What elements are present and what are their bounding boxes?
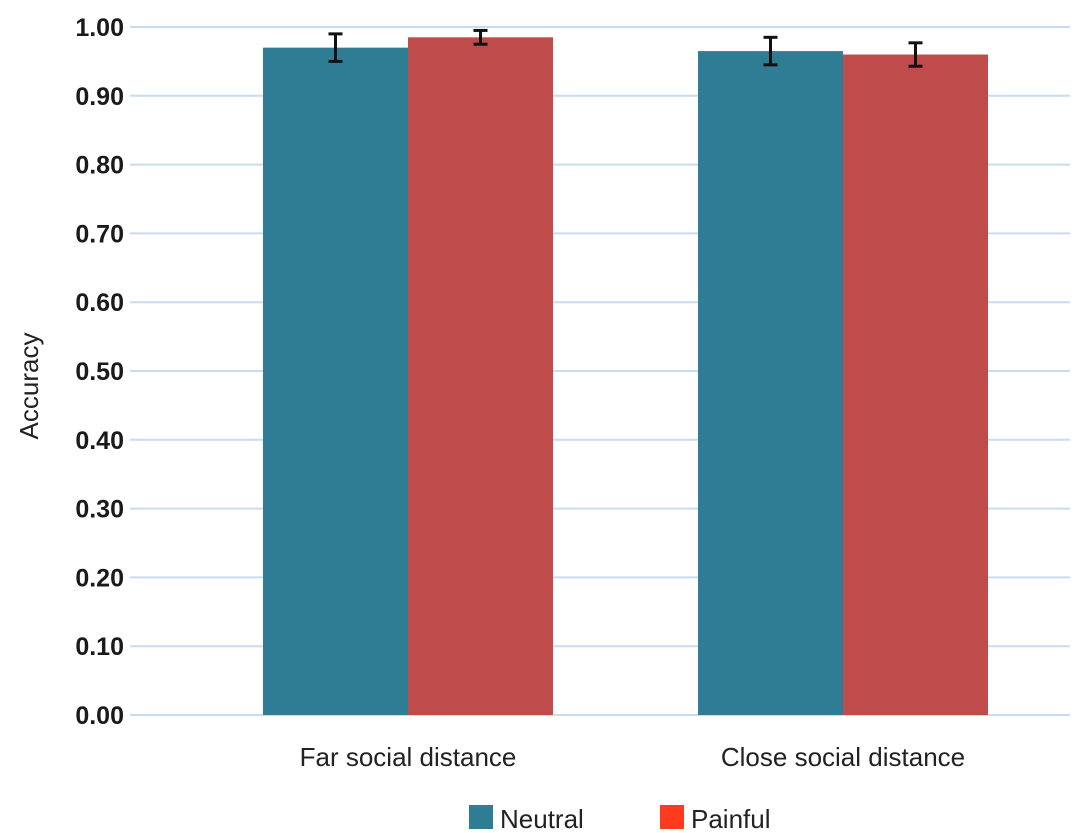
legend-item-neutral: Neutral bbox=[469, 804, 584, 833]
x-category-label: Close social distance bbox=[721, 742, 965, 772]
y-tick-label: 0.60 bbox=[75, 289, 124, 317]
y-axis-ticks: 0.00 0.10 0.20 0.30 0.40 0.50 0.60 0.70 0.80 0.90… bbox=[75, 14, 124, 730]
legend: Neutral Painful bbox=[469, 804, 771, 833]
x-axis-categories: Far social distance Close social distance bbox=[300, 742, 966, 772]
y-tick-label: 0.40 bbox=[75, 427, 124, 455]
error-bars bbox=[328, 28, 923, 68]
legend-swatch bbox=[469, 805, 493, 829]
bars bbox=[263, 37, 988, 715]
legend-swatch bbox=[660, 805, 684, 829]
y-tick-label: 0.10 bbox=[75, 633, 124, 661]
y-tick-label: 0.70 bbox=[75, 220, 124, 248]
error-bar bbox=[908, 41, 923, 68]
x-category-label: Far social distance bbox=[300, 742, 517, 772]
bar-painful-close bbox=[843, 54, 988, 715]
y-tick-label: 1.00 bbox=[75, 14, 124, 42]
error-bar bbox=[473, 28, 488, 46]
error-bar bbox=[328, 32, 343, 63]
y-tick-label: 0.80 bbox=[75, 152, 124, 180]
y-tick-label: 0.00 bbox=[75, 702, 124, 730]
error-bar bbox=[763, 35, 778, 67]
y-tick-label: 0.30 bbox=[75, 496, 124, 524]
y-axis-title: Accuracy bbox=[14, 333, 44, 440]
bar-neutral-close bbox=[698, 51, 843, 715]
y-tick-label: 0.20 bbox=[75, 564, 124, 592]
bar-painful-far bbox=[408, 37, 553, 715]
legend-item-painful: Painful bbox=[660, 804, 771, 833]
legend-label: Neutral bbox=[500, 804, 584, 833]
bar-neutral-far bbox=[263, 47, 408, 715]
y-tick-label: 0.50 bbox=[75, 358, 124, 386]
y-tick-label: 0.90 bbox=[75, 83, 124, 111]
legend-label: Painful bbox=[691, 804, 771, 833]
